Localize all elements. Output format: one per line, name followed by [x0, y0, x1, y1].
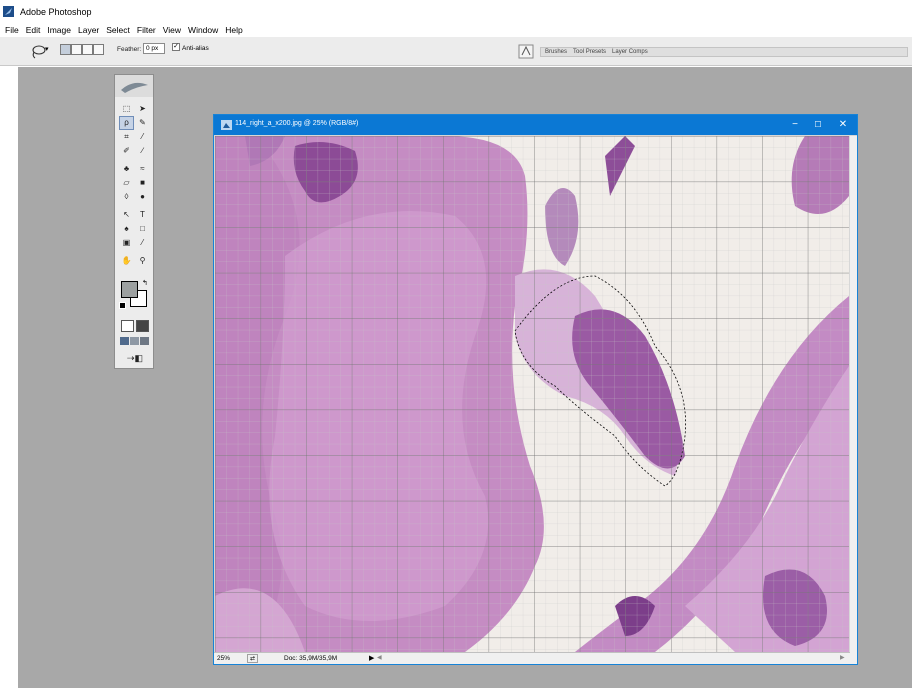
document-size-info: Doc: 35,9M/35,9M: [284, 655, 338, 662]
eyedropper-tool[interactable]: ⁄: [141, 238, 144, 247]
add-to-selection-button[interactable]: [71, 44, 82, 55]
subtract-from-selection-button[interactable]: [82, 44, 93, 55]
default-colors-icon[interactable]: [119, 302, 126, 309]
crop-tool[interactable]: ⌗: [124, 132, 129, 141]
jump-to-imageready-button[interactable]: ⇢◧: [126, 353, 144, 363]
scroll-right-icon[interactable]: ▶: [840, 655, 845, 661]
status-menu-arrow-icon[interactable]: ▶: [369, 655, 375, 662]
intersect-selection-button[interactable]: [93, 44, 104, 55]
scroll-left-icon[interactable]: ◀: [377, 655, 382, 661]
document-title: 114_right_a_x200.jpg @ 25% (RGB/8#): [235, 120, 359, 127]
menu-edit[interactable]: Edit: [25, 25, 41, 35]
scroll-corner: [850, 652, 857, 664]
full-screen-button[interactable]: [140, 337, 149, 345]
menu-window[interactable]: Window: [188, 25, 219, 35]
move-tool[interactable]: ➤: [139, 104, 146, 113]
quick-mask-mode-button[interactable]: [136, 320, 149, 332]
brush-tool[interactable]: ∕: [141, 146, 144, 155]
slice-tool[interactable]: ⁄: [141, 132, 144, 141]
pen-tool[interactable]: ♠: [124, 224, 129, 233]
antialias-label: Anti-alias: [182, 45, 209, 52]
status-info-icon[interactable]: ⇄: [247, 654, 258, 663]
menu-select[interactable]: Select: [106, 25, 130, 35]
document-titlebar[interactable]: 114_right_a_x200.jpg @ 25% (RGB/8#) − ☐ …: [214, 115, 857, 135]
toolbox: ⬚ ➤ ρ ✎ ⌗ ⁄ ✐ ∕ ♣ ≈ ▱ ■ ◊ ● ↖ T ♠ □ ▣ ⁄ ✋ ⚲ ↰ ⇢◧: [114, 74, 154, 369]
menu-filter[interactable]: Filter: [136, 25, 156, 35]
full-screen-menu-button[interactable]: [130, 337, 139, 345]
palette-well-icon[interactable]: [518, 44, 534, 59]
document-icon: [221, 120, 232, 130]
maximize-icon[interactable]: ☐: [814, 120, 822, 129]
clone-stamp-tool[interactable]: ♣: [123, 164, 130, 173]
standard-screen-button[interactable]: [120, 337, 129, 345]
minimize-icon[interactable]: −: [792, 119, 798, 130]
app-titlebar: Adobe Photoshop: [0, 0, 912, 24]
feather-label: Feather:: [117, 46, 142, 53]
menu-layer[interactable]: Layer: [77, 25, 100, 35]
healing-brush-tool[interactable]: ✐: [123, 146, 130, 155]
document-status-bar: 25% ⇄ Doc: 35,9M/35,9M ▶ ◀ ▶: [214, 652, 850, 664]
hand-tool[interactable]: ✋: [121, 256, 132, 265]
menu-bar: File Edit Image Layer Select Filter View…: [0, 24, 912, 37]
tool-presets-tab[interactable]: Tool Presets: [573, 49, 607, 55]
feather-input[interactable]: 0 px: [143, 43, 165, 54]
magic-wand-tool[interactable]: ✎: [139, 118, 146, 127]
standard-mode-button[interactable]: [121, 320, 134, 332]
menu-view[interactable]: View: [162, 25, 182, 35]
notes-tool[interactable]: ▣: [122, 238, 131, 247]
foreground-color-swatch-top[interactable]: [121, 281, 138, 298]
path-selection-tool[interactable]: ↖: [123, 210, 130, 219]
antialias-checkbox[interactable]: ✓: [172, 43, 180, 51]
palette-well: Brushes Tool Presets Layer Comps: [540, 47, 908, 57]
brushes-tab[interactable]: Brushes: [545, 49, 568, 55]
photoshop-feather-icon: [3, 6, 14, 17]
gradient-tool[interactable]: ■: [140, 178, 145, 187]
menu-image[interactable]: Image: [47, 25, 71, 35]
swap-colors-icon[interactable]: ↰: [142, 280, 148, 287]
image-canvas[interactable]: [215, 136, 849, 652]
feather-header-icon[interactable]: [115, 75, 153, 97]
eraser-tool[interactable]: ▱: [123, 178, 130, 187]
layer-comps-tab[interactable]: Layer Comps: [612, 49, 648, 55]
dodge-tool[interactable]: ●: [140, 192, 145, 201]
new-selection-button[interactable]: [60, 44, 71, 55]
lasso-icon[interactable]: [30, 45, 46, 59]
vertical-scrollbar[interactable]: [850, 136, 857, 652]
close-icon[interactable]: ✕: [838, 119, 848, 130]
shape-tool[interactable]: □: [140, 224, 145, 233]
menu-file[interactable]: File: [5, 25, 19, 35]
zoom-field[interactable]: 25%: [217, 655, 231, 662]
history-brush-tool[interactable]: ≈: [140, 164, 145, 173]
lasso-tool[interactable]: ρ: [119, 116, 134, 130]
options-bar: ▾ Feather: 0 px ✓ Anti-alias Brushes Too…: [0, 37, 912, 66]
app-title: Adobe Photoshop: [20, 7, 92, 17]
type-tool[interactable]: T: [140, 210, 145, 219]
menu-help[interactable]: Help: [225, 25, 243, 35]
tool-preset-dropdown-icon[interactable]: ▾: [45, 46, 49, 53]
blur-tool[interactable]: ◊: [124, 192, 129, 201]
zoom-tool[interactable]: ⚲: [139, 256, 146, 265]
marquee-tool[interactable]: ⬚: [122, 104, 131, 113]
document-window: 114_right_a_x200.jpg @ 25% (RGB/8#) − ☐ …: [213, 114, 858, 665]
